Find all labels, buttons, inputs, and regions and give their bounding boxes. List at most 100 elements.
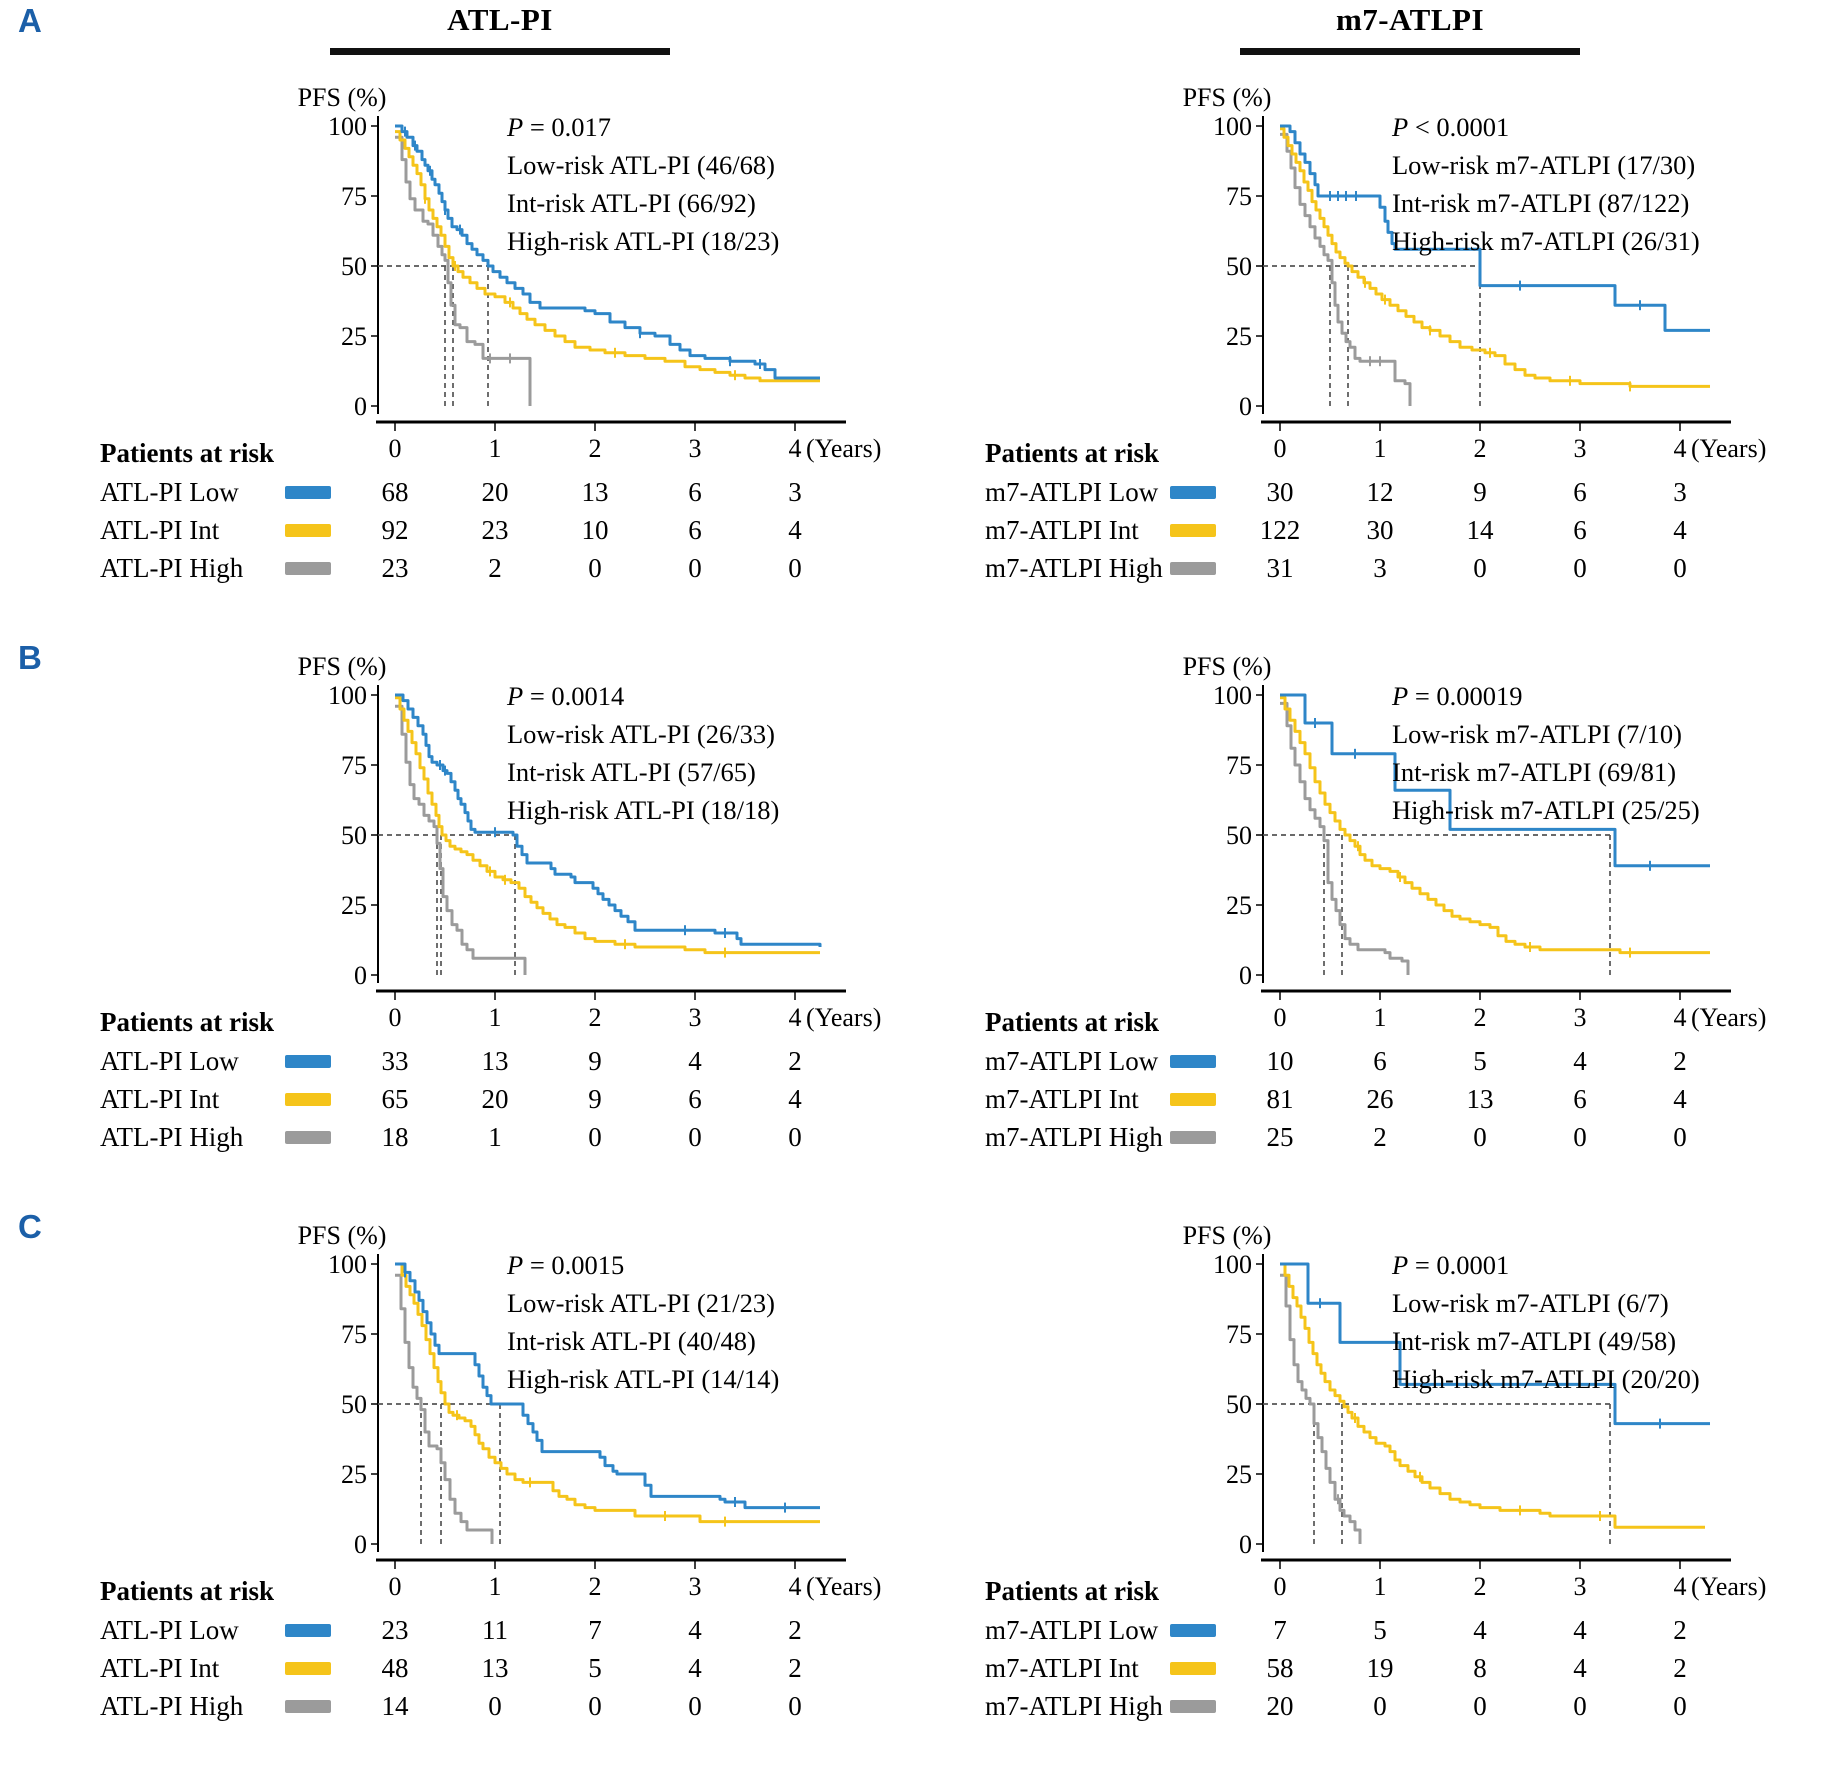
patients-at-risk-title: Patients at risk	[100, 1007, 274, 1037]
svg-text:3: 3	[689, 1003, 702, 1032]
panel-row-a: PFS (%) 100 75 50 25 0 0 1 2 3 4 (Years) P = 0.017 …	[0, 86, 1835, 587]
risk-count: 4	[688, 1615, 702, 1645]
km-plot-b-m7atlpi: PFS (%)100 75 50 25 00 1 2 3 4 (Years)	[1183, 655, 1767, 1032]
risk-count: 9	[588, 1046, 602, 1076]
risk-row-label: m7-ATLPI Int	[985, 1653, 1139, 1683]
risk-swatch-cell	[270, 511, 345, 549]
risk-swatch-int	[284, 1092, 331, 1106]
risk-swatch-cell	[270, 1118, 345, 1156]
p-value: P = 0.0014	[507, 677, 779, 715]
risk-swatch-low	[284, 1054, 331, 1068]
svg-text:PFS (%): PFS (%)	[298, 86, 387, 112]
svg-text:4: 4	[789, 1572, 802, 1601]
patients-at-risk-title: Patients at risk	[985, 1007, 1159, 1037]
legend-line-int: Int-risk m7-ATLPI (49/58)	[1392, 1326, 1677, 1356]
risk-count: 13	[1466, 1084, 1494, 1114]
p-symbol: P	[507, 681, 524, 711]
risk-swatch-cell	[270, 1042, 345, 1080]
risk-row-label: ATL-PI Low	[100, 1046, 239, 1076]
legend-line-low: Low-risk m7-ATLPI (6/7)	[1392, 1288, 1669, 1318]
legend-line-int: Int-risk ATL-PI (66/92)	[507, 188, 756, 218]
risk-count: 5	[1473, 1046, 1487, 1076]
risk-count: 2	[1373, 1122, 1387, 1152]
risk-count: 0	[588, 553, 602, 583]
risk-count: 33	[381, 1046, 409, 1076]
risk-swatch-cell	[1155, 549, 1230, 587]
risk-row-high: ATL-PI High 18 1 0 0 0	[45, 1118, 905, 1156]
risk-count: 4	[1573, 1046, 1587, 1076]
risk-count: 4	[1573, 1653, 1587, 1683]
stats-annotation: P = 0.017 Low-risk ATL-PI (46/68) Int-ri…	[507, 108, 779, 260]
svg-text:PFS (%): PFS (%)	[298, 1224, 387, 1250]
p-value-text: = 0.0014	[523, 681, 625, 711]
svg-text:4: 4	[1674, 1572, 1687, 1601]
svg-text:4: 4	[789, 1003, 802, 1032]
risk-row-int: m7-ATLPI Int 122 30 14 6 4	[930, 511, 1790, 549]
risk-count: 6	[688, 1084, 702, 1114]
risk-count: 2	[1673, 1046, 1687, 1076]
risk-row-label: ATL-PI High	[100, 1122, 244, 1152]
risk-count: 0	[1473, 1122, 1487, 1152]
legend-line-high: High-risk ATL-PI (14/14)	[507, 1364, 780, 1394]
risk-count: 23	[381, 553, 409, 583]
risk-count: 23	[481, 515, 509, 545]
risk-count: 6	[1573, 1084, 1587, 1114]
patients-at-risk-title: Patients at risk	[985, 438, 1159, 468]
svg-text:0: 0	[354, 1530, 367, 1559]
svg-text:0: 0	[1274, 434, 1287, 463]
plot-area: PFS (%) 100 75 50 25 0 0 1 2 3 4 (Years) P = 0.0014…	[45, 655, 905, 1040]
patients-at-risk-table: Patients at risk ATL-PI Low 33 13 9 4 2 …	[45, 1002, 905, 1156]
plot-area: PFS (%) 100 75 50 25 0 0 1 2 3 4 (Years) P = 0.017 …	[45, 86, 905, 471]
svg-text:100: 100	[1213, 1250, 1252, 1279]
risk-count: 14	[1466, 515, 1494, 545]
risk-row-high: m7-ATLPI High 20 0 0 0 0	[930, 1687, 1790, 1725]
risk-count: 14	[381, 1691, 409, 1721]
svg-text:PFS (%): PFS (%)	[1183, 655, 1272, 681]
risk-row-label: ATL-PI Low	[100, 477, 239, 507]
svg-text:1: 1	[489, 1003, 502, 1032]
risk-count: 3	[788, 477, 802, 507]
patients-at-risk-table: Patients at risk m7-ATLPI Low 30 12 9 6 …	[930, 433, 1790, 587]
svg-text:25: 25	[1226, 322, 1252, 351]
svg-text:75: 75	[1226, 182, 1252, 211]
column-title-atlpi: ATL-PI	[330, 2, 670, 55]
risk-count: 4	[1673, 515, 1687, 545]
risk-swatch-high	[284, 1699, 331, 1713]
svg-text:100: 100	[328, 112, 367, 141]
risk-count: 0	[788, 1122, 802, 1152]
svg-text:0: 0	[389, 1003, 402, 1032]
risk-count: 0	[688, 1691, 702, 1721]
risk-count: 48	[381, 1653, 409, 1683]
svg-text:3: 3	[689, 1572, 702, 1601]
svg-text:3: 3	[689, 434, 702, 463]
risk-swatch-high	[284, 1130, 331, 1144]
risk-count: 0	[1573, 1122, 1587, 1152]
svg-text:4: 4	[1674, 1003, 1687, 1032]
svg-text:2: 2	[589, 434, 602, 463]
svg-text:3: 3	[1574, 434, 1587, 463]
risk-swatch-cell	[1155, 1649, 1230, 1687]
risk-row-label: m7-ATLPI Low	[985, 477, 1159, 507]
legend-line-high: High-risk m7-ATLPI (26/31)	[1392, 226, 1700, 256]
risk-count: 0	[1473, 553, 1487, 583]
svg-text:75: 75	[341, 751, 367, 780]
panel-label-a: A	[18, 2, 42, 39]
risk-count: 10	[581, 515, 609, 545]
risk-count: 2	[788, 1615, 802, 1645]
risk-swatch-int	[1169, 1092, 1216, 1106]
km-plot-b-atlpi: PFS (%)100 75 50 25 00 1 2 3 4 (Years)	[298, 655, 882, 1032]
risk-row-high: ATL-PI High 14 0 0 0 0	[45, 1687, 905, 1725]
risk-count: 13	[481, 1653, 509, 1683]
stats-annotation: P = 0.00019 Low-risk m7-ATLPI (7/10) Int…	[1392, 677, 1700, 829]
svg-text:50: 50	[341, 821, 367, 850]
risk-count: 1	[488, 1122, 502, 1152]
risk-count: 0	[588, 1122, 602, 1152]
svg-text:PFS (%): PFS (%)	[1183, 86, 1272, 112]
risk-swatch-cell	[270, 549, 345, 587]
column-title-m7atlpi-text: m7-ATLPI	[1335, 2, 1485, 37]
risk-count: 23	[381, 1615, 409, 1645]
risk-row-low: m7-ATLPI Low 30 12 9 6 3	[930, 473, 1790, 511]
title-underline-bar	[1240, 48, 1580, 55]
legend-line-int: Int-risk ATL-PI (40/48)	[507, 1326, 756, 1356]
p-value-text: < 0.0001	[1408, 112, 1510, 142]
